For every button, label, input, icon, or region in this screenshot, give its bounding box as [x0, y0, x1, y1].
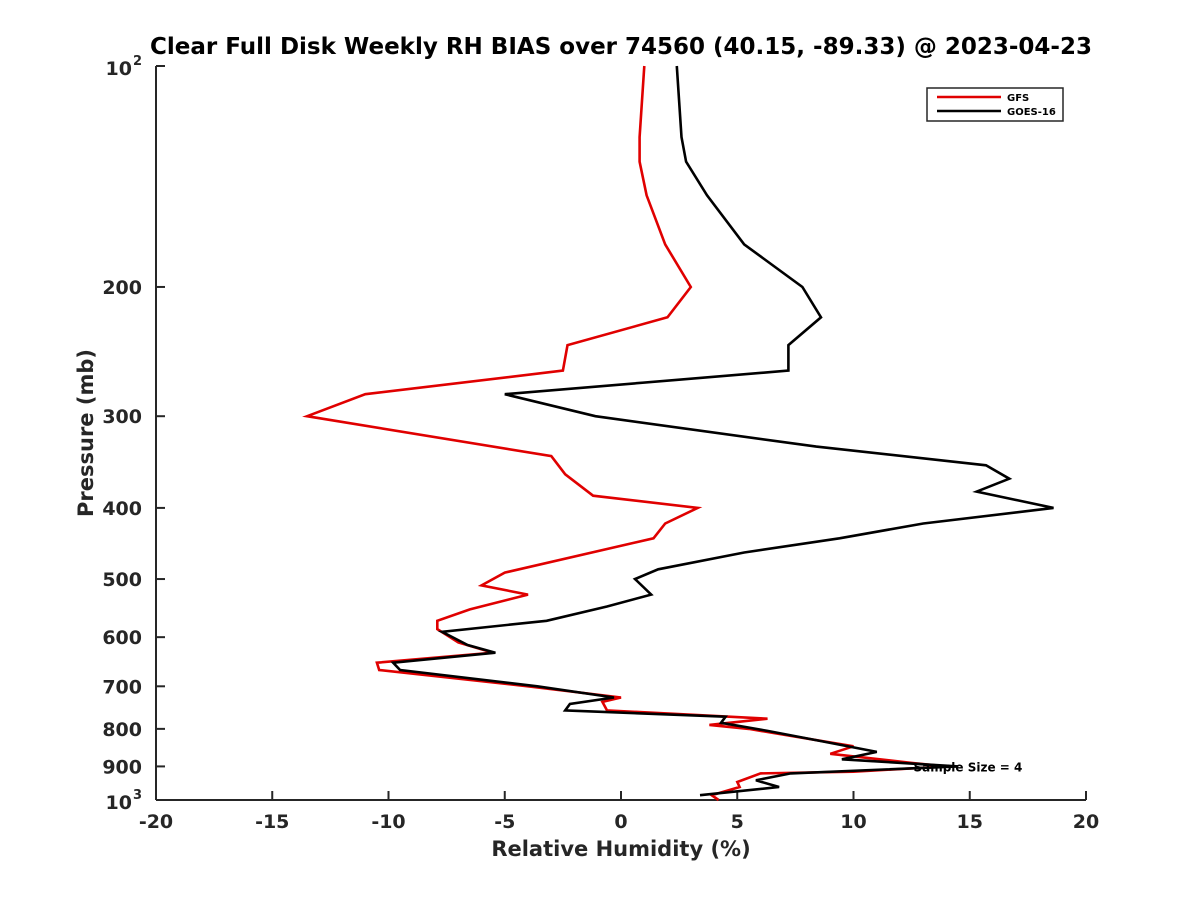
y-tick-exponent: 2	[133, 54, 142, 69]
x-tick-label: 0	[614, 811, 627, 833]
x-tick-label: 20	[1073, 811, 1099, 833]
y-tick-label: 800	[102, 719, 142, 741]
legend-label-gfs: GFS	[1007, 93, 1029, 104]
x-tick-label: -10	[371, 811, 405, 833]
x-tick-label: 5	[731, 811, 744, 833]
x-tick-label: 10	[840, 811, 866, 833]
y-tick-label: 600	[102, 627, 142, 649]
y-tick-label: 300	[102, 406, 142, 428]
y-tick-label: 900	[102, 756, 142, 778]
x-tick-label: -5	[494, 811, 515, 833]
legend-label-goes-16: GOES-16	[1007, 107, 1056, 118]
x-tick-label: -20	[139, 811, 173, 833]
y-tick-exponent: 3	[133, 788, 142, 803]
legend-box	[926, 87, 1064, 122]
series-layer	[302, 65, 1054, 802]
x-tick-label: 15	[957, 811, 983, 833]
annotation-layer: Sample Size = 4	[913, 760, 1022, 774]
sample-size-annotation: Sample Size = 4	[913, 760, 1022, 774]
axes-layer	[155, 65, 1087, 801]
legend: GFS GOES-16	[926, 87, 1064, 122]
y-axis-label: Pressure (mb)	[74, 349, 98, 517]
y-tick-label: 700	[102, 676, 142, 698]
series-line-goes-16	[390, 65, 1054, 797]
y-tick-label: 200	[102, 277, 142, 299]
x-axis-label: Relative Humidity (%)	[491, 837, 750, 861]
y-tick-label: 10	[106, 58, 132, 80]
y-tick-label: 400	[102, 498, 142, 520]
y-tick-label: 500	[102, 569, 142, 591]
y-tick-label: 10	[106, 792, 132, 814]
x-tick-label: -15	[255, 811, 289, 833]
series-line-gfs	[302, 65, 947, 802]
chart-title: Clear Full Disk Weekly RH BIAS over 7456…	[150, 34, 1092, 60]
